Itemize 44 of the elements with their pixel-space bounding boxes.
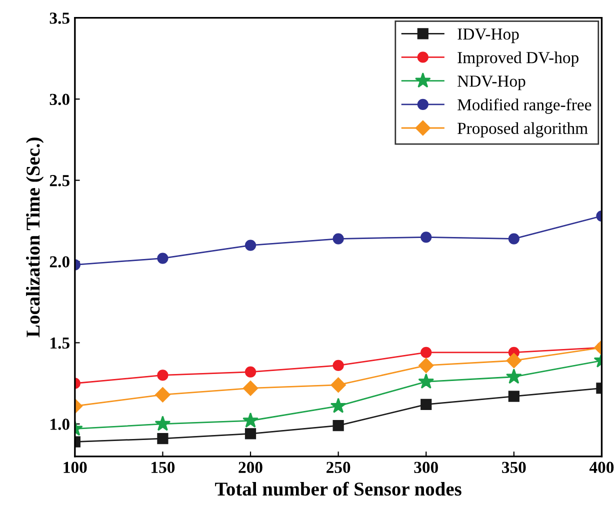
point: [244, 366, 256, 378]
x-tick-label: 150: [152, 462, 175, 474]
point: [157, 370, 168, 381]
point: [332, 420, 344, 432]
point: [508, 233, 520, 244]
point: [420, 232, 432, 243]
x-tick-label: 300: [414, 462, 438, 474]
point: [157, 433, 168, 444]
point: [508, 390, 520, 402]
point: [420, 346, 432, 358]
point: [155, 387, 170, 402]
point: [330, 377, 346, 393]
point: [157, 252, 168, 264]
y-tick-label: 3.0: [50, 94, 70, 106]
legend-label: Proposed algorithm: [458, 122, 588, 138]
point: [242, 412, 258, 428]
y-tick-label: 1.5: [50, 338, 70, 349]
point: [332, 233, 344, 244]
point: [506, 353, 522, 368]
point: [418, 373, 434, 389]
x-tick-label: 250: [326, 462, 350, 474]
y-tick-label: 1.0: [50, 418, 70, 430]
point: [154, 416, 171, 431]
point: [330, 398, 346, 413]
legend-label: Improved DV-hop: [458, 52, 578, 67]
legend-label: NDV-Hop: [458, 76, 526, 90]
legend-label: IDV-Hop: [458, 28, 519, 44]
point: [244, 240, 256, 251]
point: [420, 398, 432, 410]
x-tick-label: 100: [64, 462, 87, 474]
point: [418, 358, 434, 374]
y-tick-label: 2.5: [50, 175, 70, 186]
y-axis-title: Localization Time (Sec.): [26, 138, 44, 338]
x-axis-title: Total number of Sensor nodes: [215, 482, 462, 496]
y-tick-label: 2.0: [50, 256, 70, 268]
x-tick-label: 400: [589, 462, 614, 474]
point: [244, 428, 256, 440]
y-tick-label: 3.5: [50, 12, 70, 24]
x-tick-label: 200: [238, 462, 262, 474]
legend-label: Modified range-free: [458, 98, 592, 114]
point: [332, 360, 344, 372]
x-tick-label: 350: [502, 462, 526, 474]
point: [242, 380, 258, 396]
point: [506, 368, 522, 384]
